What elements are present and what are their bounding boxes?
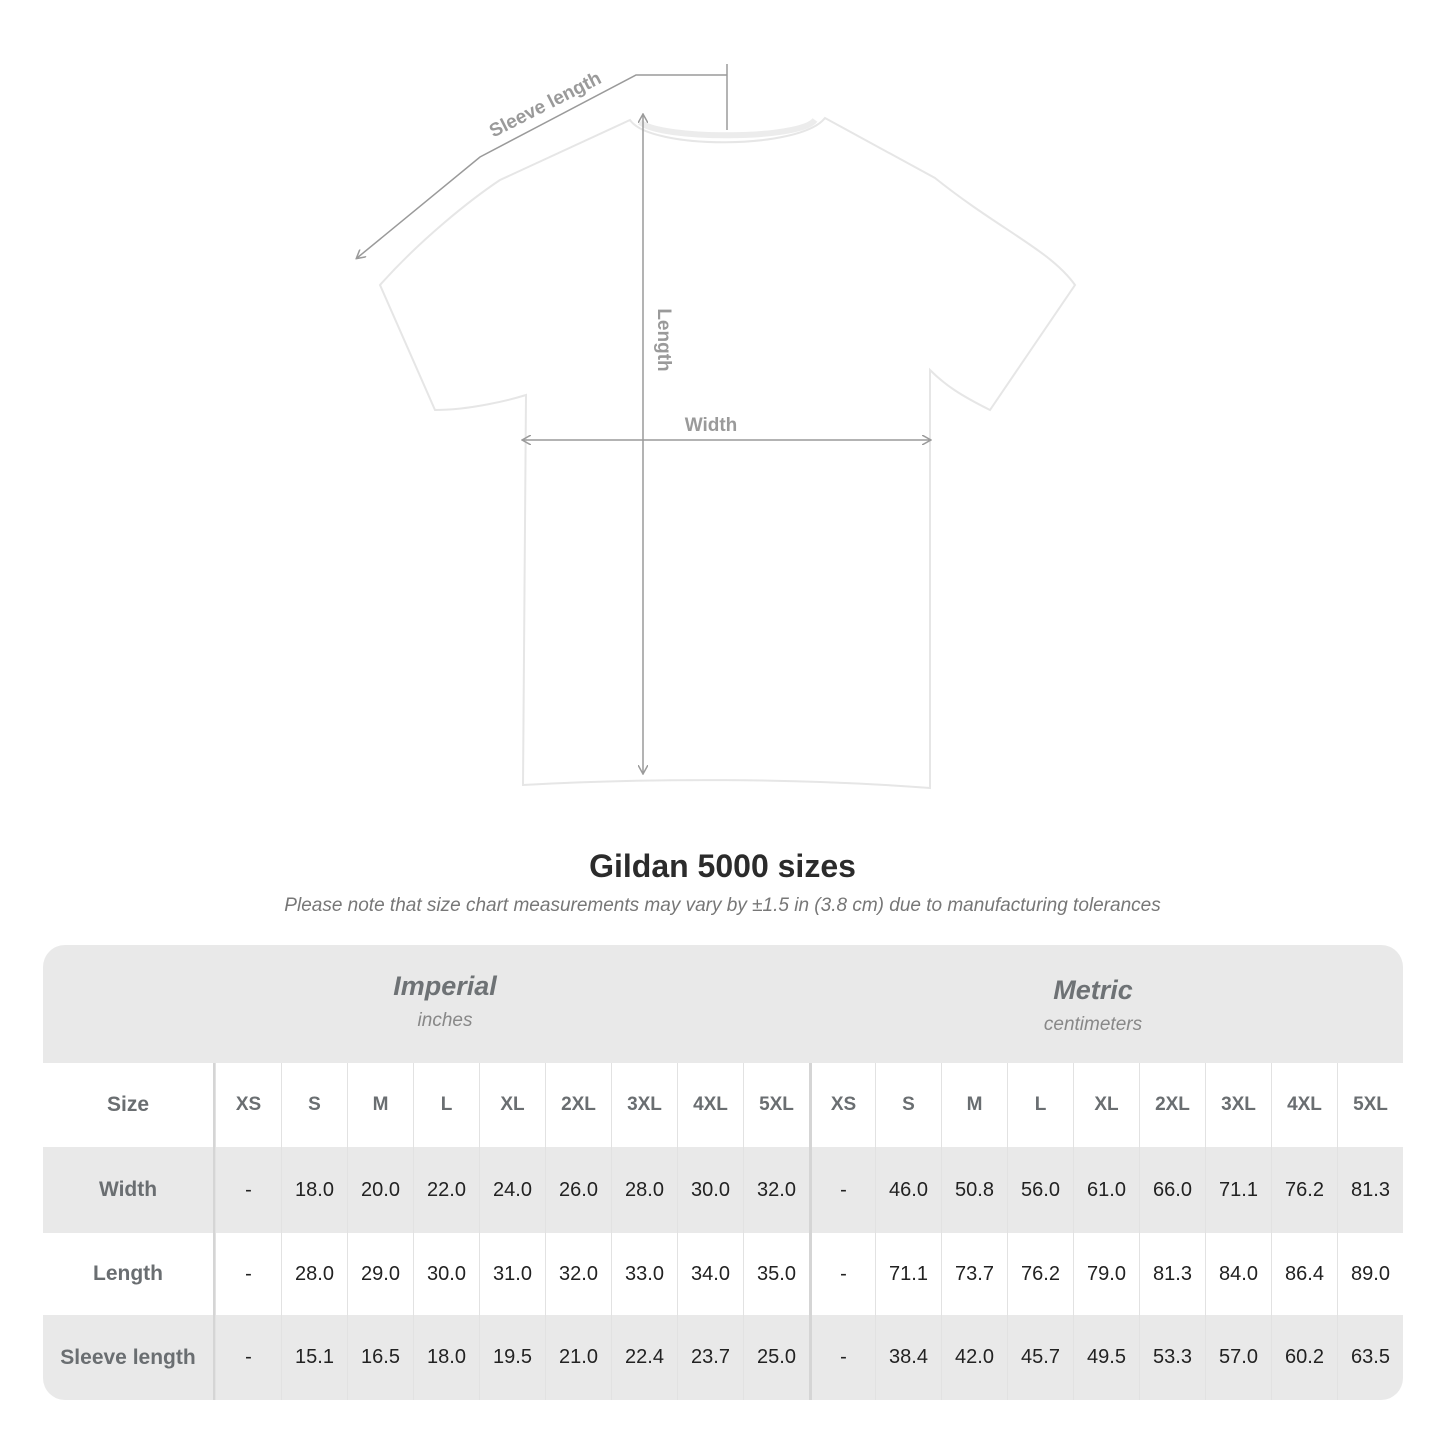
imperial-value: 18.0 (413, 1315, 479, 1400)
metric-value: 42.0 (941, 1315, 1007, 1400)
imperial-size-4xl: 4XL (677, 1063, 743, 1147)
imperial-value: 24.0 (479, 1147, 545, 1233)
table-row: Sleeve length -15.1 16.5 18.0 19.5 21.0 22.4 23… (43, 1315, 1403, 1400)
imperial-value: 15.1 (281, 1315, 347, 1400)
metric-value: 86.4 (1271, 1233, 1337, 1315)
metric-value: 71.1 (875, 1233, 941, 1315)
imperial-size-m: M (347, 1063, 413, 1147)
metric-value: 76.2 (1271, 1147, 1337, 1233)
imperial-size-3xl: 3XL (611, 1063, 677, 1147)
length-label: Length (653, 308, 674, 371)
imperial-value: 28.0 (611, 1147, 677, 1233)
imperial-value: 34.0 (677, 1233, 743, 1315)
metric-value: 49.5 (1073, 1315, 1139, 1400)
metric-value: 76.2 (1007, 1233, 1073, 1315)
imperial-value: 22.0 (413, 1147, 479, 1233)
metric-value: 57.0 (1205, 1315, 1271, 1400)
metric-value: 56.0 (1007, 1147, 1073, 1233)
imperial-value: 19.5 (479, 1315, 545, 1400)
imperial-value: 16.5 (347, 1315, 413, 1400)
imperial-value: 32.0 (743, 1147, 809, 1233)
metric-value: 63.5 (1337, 1315, 1403, 1400)
size-label: Size (43, 1063, 215, 1147)
imperial-value: - (215, 1233, 281, 1315)
imperial-heading: Imperial inches (215, 971, 675, 1032)
imperial-size-l: L (413, 1063, 479, 1147)
imperial-value: - (215, 1315, 281, 1400)
metric-value: 61.0 (1073, 1147, 1139, 1233)
metric-value: 79.0 (1073, 1233, 1139, 1315)
metric-unit: centimeters (1043, 1014, 1143, 1035)
row-label: Sleeve length (43, 1315, 215, 1400)
tolerance-note: Please note that size chart measurements… (284, 895, 1161, 916)
imperial-size-2xl: 2XL (545, 1063, 611, 1147)
metric-value: 71.1 (1205, 1147, 1271, 1233)
metric-value: - (809, 1315, 875, 1400)
metric-value: 45.7 (1007, 1315, 1073, 1400)
metric-size-s: S (875, 1063, 941, 1147)
metric-size-xs: XS (809, 1063, 875, 1147)
metric-value: 60.2 (1271, 1315, 1337, 1400)
metric-value: 53.3 (1139, 1315, 1205, 1400)
width-label: Width (685, 415, 738, 436)
metric-size-5xl: 5XL (1337, 1063, 1403, 1147)
imperial-value: 30.0 (677, 1147, 743, 1233)
metric-value: - (809, 1147, 875, 1233)
imperial-value: 25.0 (743, 1315, 809, 1400)
imperial-value: 28.0 (281, 1233, 347, 1315)
size-table: Imperial inches Metric centimeters Size X… (43, 945, 1403, 1400)
tshirt-shape (378, 116, 1077, 790)
imperial-value: 35.0 (743, 1233, 809, 1315)
imperial-value: 32.0 (545, 1233, 611, 1315)
imperial-value: 33.0 (611, 1233, 677, 1315)
metric-size-l: L (1007, 1063, 1073, 1147)
imperial-size-xs: XS (215, 1063, 281, 1147)
imperial-value: - (215, 1147, 281, 1233)
imperial-value: 26.0 (545, 1147, 611, 1233)
metric-size-2xl: 2XL (1139, 1063, 1205, 1147)
imperial-size-5xl: 5XL (743, 1063, 809, 1147)
metric-value: 73.7 (941, 1233, 1007, 1315)
collar (638, 117, 818, 139)
imperial-value: 29.0 (347, 1233, 413, 1315)
metric-value: 84.0 (1205, 1233, 1271, 1315)
table-row: Width -18.0 20.0 22.0 24.0 26.0 28.0 30.0 32.0-4… (43, 1147, 1403, 1233)
imperial-size-xl: XL (479, 1063, 545, 1147)
imperial-size-s: S (281, 1063, 347, 1147)
row-label: Width (43, 1147, 215, 1233)
metric-size-m: M (941, 1063, 1007, 1147)
sleeve-length-label: Sleeve length (486, 68, 605, 142)
metric-value: 89.0 (1337, 1233, 1403, 1315)
metric-value: - (809, 1233, 875, 1315)
sleeve-length-arrow (357, 64, 728, 258)
imperial-value: 30.0 (413, 1233, 479, 1315)
imperial-value: 31.0 (479, 1233, 545, 1315)
size-header-row: Size XS S M L XL 2XL 3XL 4XL 5XL XS S M L XL 2XL 3XL 4XL 5… (43, 1063, 1403, 1147)
metric-value: 81.3 (1337, 1147, 1403, 1233)
metric-size-4xl: 4XL (1271, 1063, 1337, 1147)
imperial-value: 23.7 (677, 1315, 743, 1400)
metric-title: Metric (1053, 975, 1133, 1005)
imperial-unit: inches (417, 1010, 473, 1031)
imperial-value: 22.4 (611, 1315, 677, 1400)
row-label: Length (43, 1233, 215, 1315)
metric-size-xl: XL (1073, 1063, 1139, 1147)
imperial-value: 21.0 (545, 1315, 611, 1400)
metric-value: 38.4 (875, 1315, 941, 1400)
metric-value: 66.0 (1139, 1147, 1205, 1233)
imperial-value: 20.0 (347, 1147, 413, 1233)
metric-heading: Metric centimeters (863, 975, 1323, 1036)
tshirt-diagram: Sleeve length Length Width (0, 64, 1077, 790)
metric-value: 81.3 (1139, 1233, 1205, 1315)
imperial-value: 18.0 (281, 1147, 347, 1233)
chart-title: Gildan 5000 sizes (589, 848, 856, 884)
metric-value: 46.0 (875, 1147, 941, 1233)
table-row: Length -28.0 29.0 30.0 31.0 32.0 33.0 34.0 35.0-… (43, 1233, 1403, 1315)
metric-value: 50.8 (941, 1147, 1007, 1233)
units-header (43, 945, 1403, 1063)
metric-size-3xl: 3XL (1205, 1063, 1271, 1147)
imperial-title: Imperial (393, 971, 497, 1001)
